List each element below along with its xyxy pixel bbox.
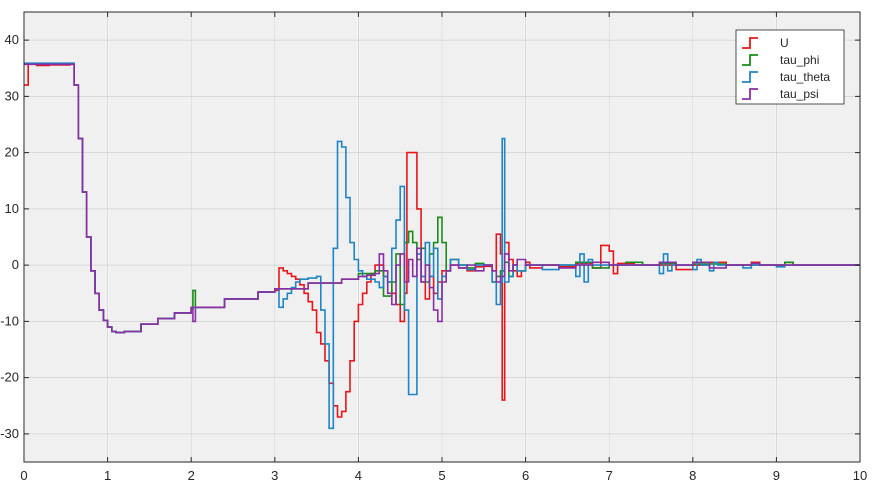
x-tick-label: 1 [104, 468, 111, 483]
x-tick-label: 5 [438, 468, 445, 483]
legend-item-tau_phi[interactable]: tau_phi [742, 53, 819, 67]
legend-item-tau_theta[interactable]: tau_theta [742, 70, 830, 84]
x-tick-label: 0 [20, 468, 27, 483]
legend-item-tau_psi[interactable]: tau_psi [742, 87, 819, 101]
y-tick-label: 20 [5, 145, 19, 160]
y-tick-label: -10 [0, 313, 19, 328]
x-tick-label: 4 [355, 468, 362, 483]
x-tick-label: 2 [188, 468, 195, 483]
legend-label: tau_theta [780, 70, 830, 84]
legend-swatch [742, 88, 758, 100]
x-tick-label: 3 [271, 468, 278, 483]
legend-item-U[interactable]: U [742, 36, 789, 50]
legend-swatch [742, 71, 758, 83]
y-tick-label: 30 [5, 88, 19, 103]
series-line-tau_psi [24, 63, 860, 334]
legend-label: tau_psi [780, 87, 819, 101]
x-tick-label: 9 [773, 468, 780, 483]
legend-box [735, 29, 845, 105]
legend-swatch [742, 37, 758, 49]
y-tick-label: 0 [12, 257, 19, 272]
x-tick-label: 6 [522, 468, 529, 483]
axis-ticks: 0 1 2 3 4 5 6 7 8 9 10 -30 -20 -10 0 10 20 30 40 [0, 12, 867, 483]
y-tick-label: 40 [5, 32, 19, 47]
x-tick-label: 10 [853, 468, 867, 483]
y-tick-label: -20 [0, 370, 19, 385]
x-tick-label: 8 [689, 468, 696, 483]
legend-label: tau_phi [780, 53, 819, 67]
legend-swatch [742, 54, 758, 66]
y-tick-label: -30 [0, 426, 19, 441]
legend-label: U [780, 36, 789, 50]
x-tick-label: 7 [606, 468, 613, 483]
series-lines [24, 62, 860, 430]
y-tick-label: 10 [5, 201, 19, 216]
